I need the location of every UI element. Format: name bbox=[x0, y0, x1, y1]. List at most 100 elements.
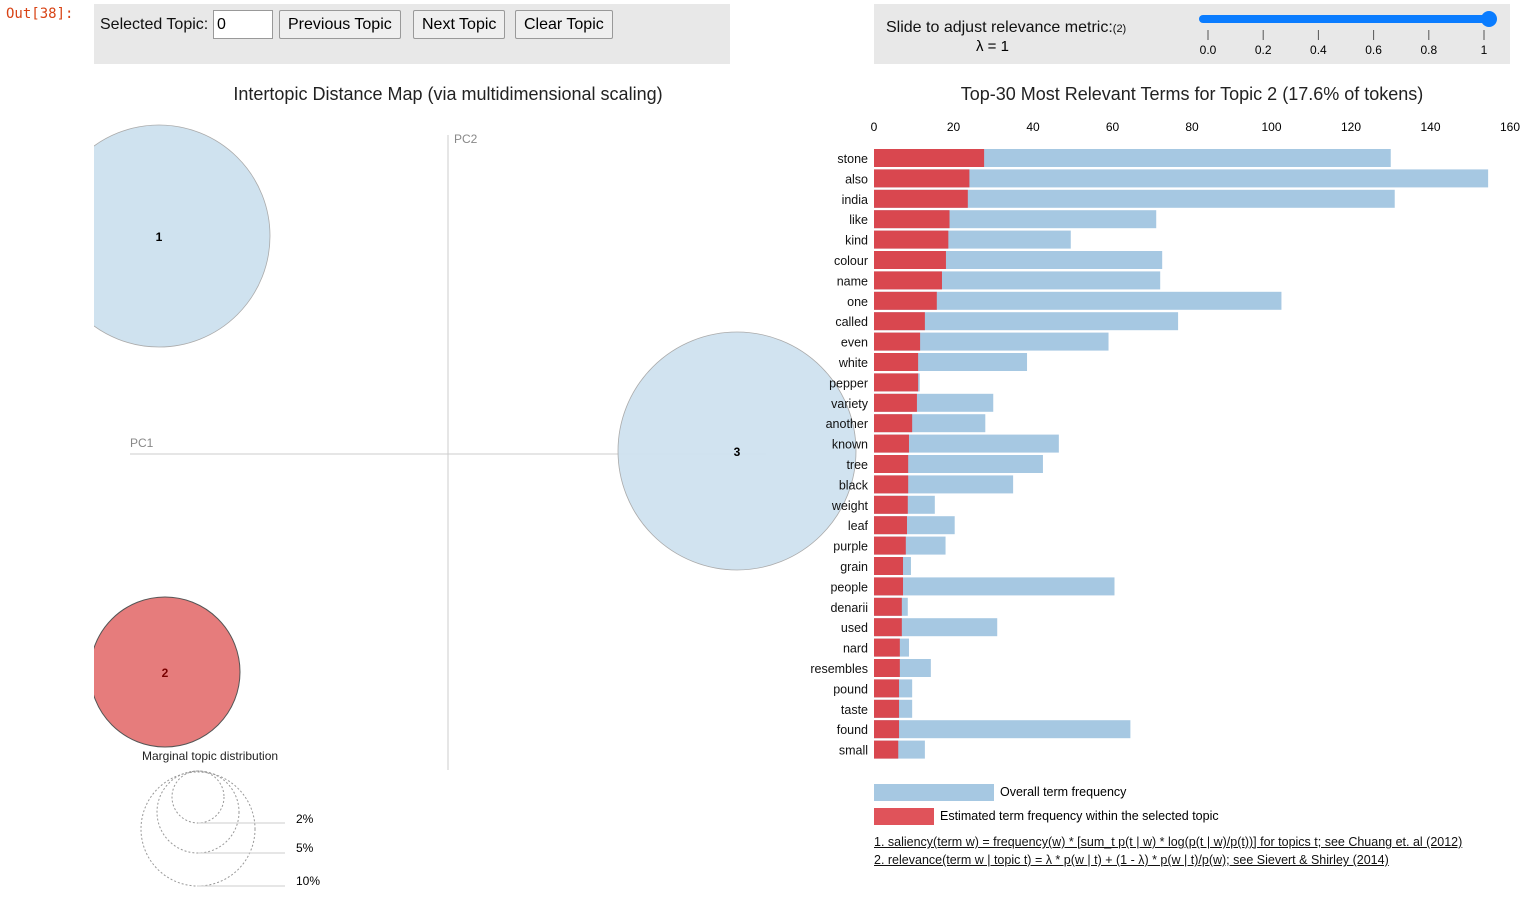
term-label[interactable]: variety bbox=[831, 397, 869, 411]
topic-circle-1[interactable] bbox=[48, 124, 271, 348]
term-label[interactable]: white bbox=[838, 356, 868, 370]
x-tick-label: 120 bbox=[1341, 120, 1361, 134]
previous-topic-button[interactable]: Previous Topic bbox=[279, 10, 401, 39]
bar-topic-variety[interactable] bbox=[874, 393, 917, 412]
term-label[interactable]: called bbox=[835, 315, 868, 329]
term-label[interactable]: also bbox=[845, 172, 868, 186]
term-label[interactable]: one bbox=[847, 295, 868, 309]
x-tick-label: 140 bbox=[1420, 120, 1440, 134]
next-topic-button[interactable]: Next Topic bbox=[413, 10, 506, 39]
term-label[interactable]: people bbox=[830, 580, 868, 594]
term-label[interactable]: grain bbox=[840, 560, 868, 574]
term-label[interactable]: name bbox=[837, 274, 868, 288]
slider-tick-label: 0.4 bbox=[1310, 43, 1327, 57]
x-tick-label: 100 bbox=[1261, 120, 1281, 134]
bar-topic-also[interactable] bbox=[874, 169, 970, 188]
bar-topic-stone[interactable] bbox=[874, 149, 985, 167]
bar-topic-like[interactable] bbox=[874, 210, 950, 229]
bar-topic-kind[interactable] bbox=[874, 230, 949, 249]
bar-overall-found[interactable] bbox=[874, 720, 1131, 739]
bar-topic-purple[interactable] bbox=[874, 536, 906, 555]
term-label[interactable]: found bbox=[837, 723, 868, 737]
bar-overall-black[interactable] bbox=[874, 475, 1014, 494]
bar-topic-denarii[interactable] bbox=[874, 597, 902, 616]
footnote-relevance[interactable]: 2. relevance(term w | topic t) = λ * p(w… bbox=[874, 853, 1389, 867]
term-label[interactable]: even bbox=[841, 336, 868, 350]
bar-topic-nard[interactable] bbox=[874, 638, 900, 657]
bar-overall-tree[interactable] bbox=[874, 455, 1043, 473]
term-label[interactable]: like bbox=[849, 213, 868, 227]
bar-overall-colour[interactable] bbox=[874, 251, 1163, 269]
x-tick-label: 60 bbox=[1106, 120, 1120, 134]
bar-topic-leaf[interactable] bbox=[874, 516, 907, 535]
topic-label-3: 3 bbox=[734, 445, 741, 459]
bar-overall-known[interactable] bbox=[874, 434, 1059, 453]
relevance-slider[interactable]: 0.0 0.2 0.4 0.6 0.8 1 bbox=[1199, 11, 1497, 57]
bar-topic-weight[interactable] bbox=[874, 495, 908, 514]
bar-topic-taste[interactable] bbox=[874, 699, 900, 718]
bar-topic-found[interactable] bbox=[874, 720, 900, 739]
term-label[interactable]: used bbox=[841, 621, 868, 635]
bar-overall-india[interactable] bbox=[874, 189, 1395, 208]
term-label[interactable]: denarii bbox=[830, 601, 868, 615]
bar-topic-black[interactable] bbox=[874, 475, 909, 494]
bar-topic-white[interactable] bbox=[874, 353, 919, 371]
bar-overall-used[interactable] bbox=[874, 618, 998, 637]
term-label[interactable]: resembles bbox=[810, 662, 868, 676]
bar-topic-tree[interactable] bbox=[874, 455, 909, 473]
bar-topic-known[interactable] bbox=[874, 434, 909, 453]
slider-handle[interactable] bbox=[1481, 11, 1497, 27]
selected-topic-label: Selected Topic: bbox=[100, 16, 209, 33]
footnote-saliency[interactable]: 1. saliency(term w) = frequency(w) * [su… bbox=[874, 835, 1463, 849]
slider-label: Slide to adjust relevance metric:(2) bbox=[886, 19, 1127, 36]
bar-overall-one[interactable] bbox=[874, 291, 1282, 310]
bar-topic-pound[interactable] bbox=[874, 679, 900, 698]
term-label[interactable]: weight bbox=[831, 499, 869, 513]
lambda-value: λ = 1 bbox=[976, 38, 1009, 55]
bar-topic-another[interactable] bbox=[874, 414, 913, 433]
bar-topic-grain[interactable] bbox=[874, 557, 904, 575]
bar-topic-resembles[interactable] bbox=[874, 659, 900, 677]
bar-overall-also[interactable] bbox=[874, 169, 1489, 188]
term-label[interactable]: purple bbox=[833, 540, 868, 554]
term-label[interactable]: small bbox=[839, 744, 868, 758]
bar-topic-people[interactable] bbox=[874, 577, 904, 596]
term-label[interactable]: known bbox=[832, 438, 868, 452]
bar-overall-name[interactable] bbox=[874, 271, 1161, 290]
term-label[interactable]: pound bbox=[833, 682, 868, 696]
term-label[interactable]: tree bbox=[846, 458, 868, 472]
selected-topic-input[interactable] bbox=[213, 10, 273, 39]
bar-overall-even[interactable] bbox=[874, 332, 1109, 351]
term-label[interactable]: pepper bbox=[829, 376, 868, 390]
bar-topic-called[interactable] bbox=[874, 312, 925, 331]
term-label[interactable]: colour bbox=[834, 254, 868, 268]
bar-topic-name[interactable] bbox=[874, 271, 942, 290]
bar-topic-colour[interactable] bbox=[874, 251, 946, 269]
bar-overall-called[interactable] bbox=[874, 312, 1179, 331]
bar-topic-small[interactable] bbox=[874, 740, 899, 759]
bar-topic-even[interactable] bbox=[874, 332, 921, 351]
marginal-label-2pct: 2% bbox=[296, 812, 314, 826]
bar-topic-used[interactable] bbox=[874, 618, 902, 637]
bar-topic-pepper[interactable] bbox=[874, 373, 919, 392]
term-label[interactable]: nard bbox=[843, 642, 868, 656]
term-label[interactable]: another bbox=[826, 417, 868, 431]
bar-topic-one[interactable] bbox=[874, 291, 937, 310]
term-label[interactable]: india bbox=[842, 193, 868, 207]
term-label[interactable]: stone bbox=[837, 152, 868, 166]
term-label[interactable]: black bbox=[839, 478, 869, 492]
clear-topic-button[interactable]: Clear Topic bbox=[515, 10, 613, 39]
output-prompt: Out[38]: bbox=[6, 6, 74, 22]
footnote-ref: (2) bbox=[1112, 23, 1127, 35]
bar-topic-india[interactable] bbox=[874, 189, 968, 208]
marginal-circle-10pct bbox=[140, 771, 256, 887]
bar-overall-stone[interactable] bbox=[874, 149, 1391, 167]
term-label[interactable]: taste bbox=[841, 703, 868, 717]
relevance-slider-panel: Slide to adjust relevance metric:(2) λ =… bbox=[874, 4, 1510, 64]
bar-overall-people[interactable] bbox=[874, 577, 1115, 596]
topic-circle-3[interactable] bbox=[617, 331, 857, 571]
topic-circle-2[interactable] bbox=[90, 596, 241, 748]
slider-track[interactable] bbox=[1199, 15, 1489, 23]
term-label[interactable]: leaf bbox=[848, 519, 869, 533]
term-label[interactable]: kind bbox=[845, 234, 868, 248]
